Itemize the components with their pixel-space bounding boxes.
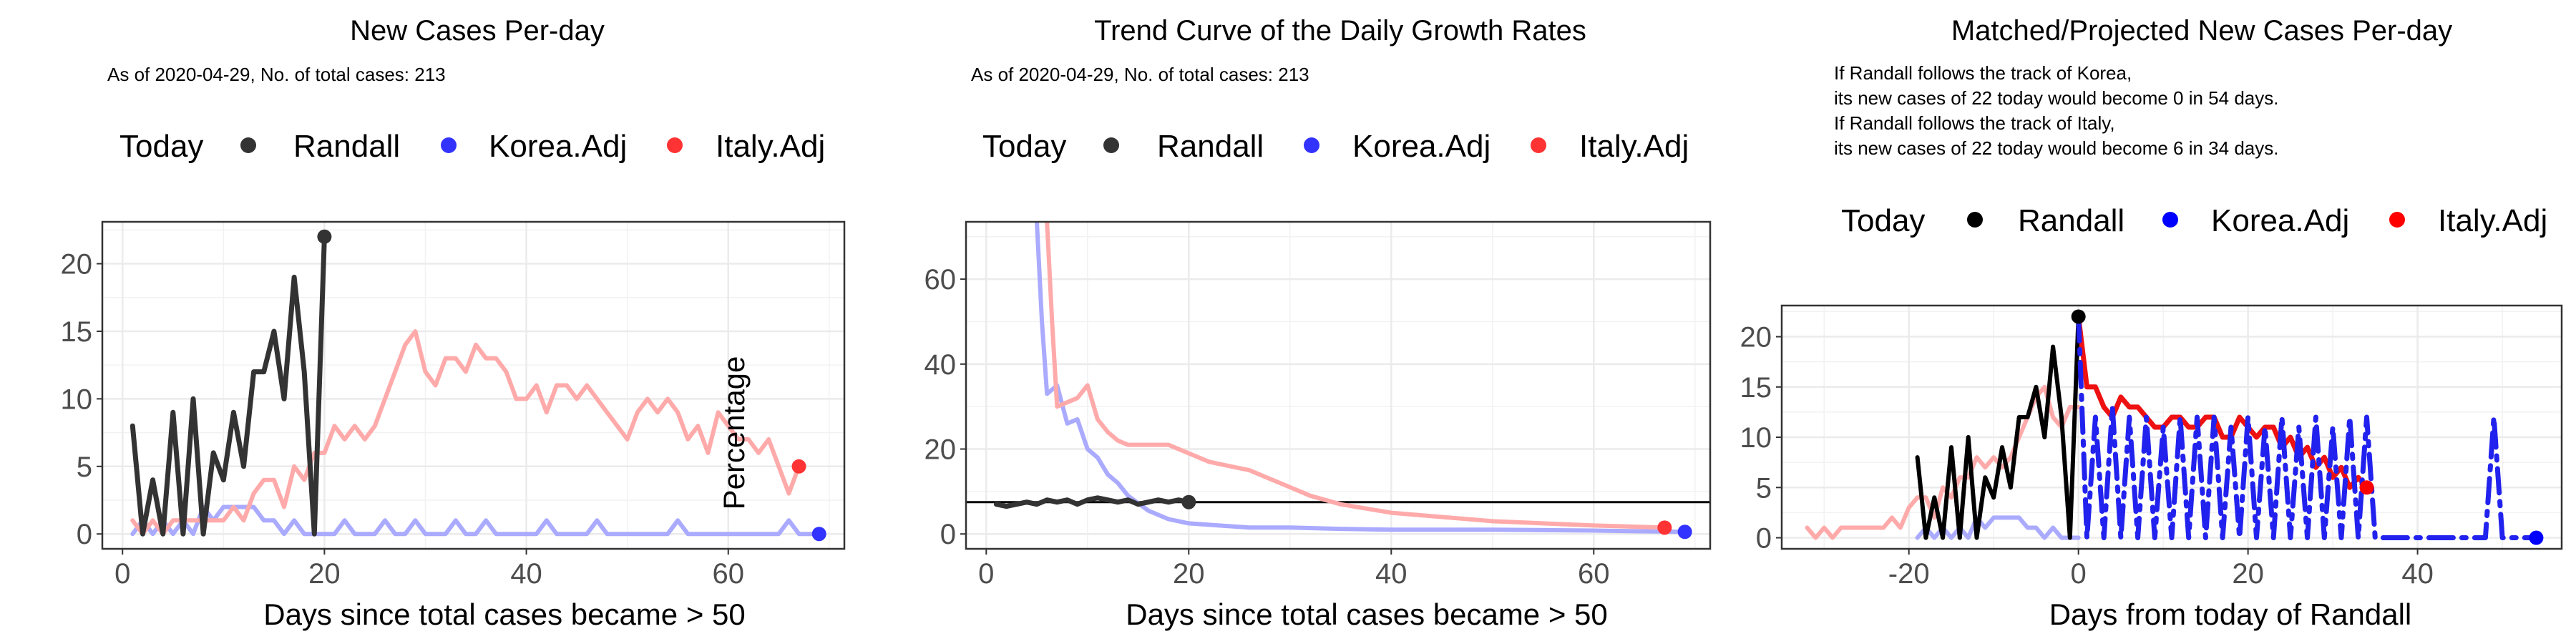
legend-randall-label: Randall (293, 129, 400, 164)
legend-title: Today (119, 129, 203, 164)
x-tick-label: 40 (2401, 558, 2434, 590)
y-tick-label: 0 (77, 519, 92, 550)
x-tick-label: 20 (1173, 558, 1205, 590)
y-tick-label: 60 (924, 264, 957, 296)
panel-3-subtitle-line-3: If Randall follows the track of Italy, (1834, 112, 2115, 134)
x-tick-label: 60 (1578, 558, 1610, 590)
legend-randall-dot (240, 137, 256, 153)
x-tick-label: 0 (978, 558, 994, 590)
series-randall-line (993, 495, 1191, 509)
y-tick-label: 10 (61, 384, 93, 415)
legend-title: Today (982, 129, 1066, 164)
y-tick-label: 0 (1756, 523, 1772, 555)
legend-italy-label: Italy.Adj (2438, 203, 2547, 238)
y-tick-label: 40 (924, 349, 957, 381)
panel-2-plot: 0 20 40 60 0 20 40 60 (924, 220, 1712, 590)
y-tick-label: 15 (1740, 372, 1772, 404)
today-point-italy-adj (791, 459, 806, 474)
panel-1-xlabel: Days since total cases became > 50 (263, 597, 746, 631)
legend-italy-dot (667, 137, 683, 153)
today-point-korea-adj (2529, 530, 2544, 545)
legend-italy-label: Italy.Adj (1579, 129, 1689, 164)
panel-2-legend: Today Randall Korea.Adj Italy.Adj (982, 129, 1689, 164)
y-tick-label: 20 (924, 434, 957, 466)
panel-3-subtitle-line-2: its new cases of 22 today would become 0… (1834, 87, 2278, 109)
panel-3-title: Matched/Projected New Cases Per-day (1951, 15, 2452, 47)
legend-italy-label: Italy.Adj (716, 129, 825, 164)
panel-2: Trend Curve of the Daily Growth Rates As… (717, 15, 1712, 631)
series-randall-line (1915, 314, 2081, 540)
panel-3-plot: -20 0 20 40 0 5 10 15 20 (1740, 304, 2563, 590)
panel-1-plot: 0 20 40 60 0 5 10 15 20 (61, 220, 846, 590)
panel-1: New Cases Per-day As of 2020-04-29, No. … (61, 15, 846, 631)
x-tick-label: 40 (1375, 558, 1407, 590)
panel-2-ylabel: Percentage (717, 356, 751, 510)
panel-3: Matched/Projected New Cases Per-day If R… (1740, 15, 2563, 631)
legend-italy-dot (2389, 212, 2405, 228)
x-tick-label: 0 (2071, 558, 2087, 590)
y-tick-label: 20 (61, 249, 93, 280)
x-tick-label: 20 (308, 558, 341, 590)
legend-korea-label: Korea.Adj (1352, 129, 1491, 164)
today-point-italy-adj (1657, 520, 1672, 535)
today-point-randall (1181, 494, 1196, 509)
panel-2-title: Trend Curve of the Daily Growth Rates (1094, 15, 1586, 47)
x-tick-label: 40 (510, 558, 542, 590)
today-point-korea-adj (811, 527, 826, 542)
series-lines (1805, 314, 2539, 540)
series-italy-adj-line (130, 329, 801, 537)
panel-2-xlabel: Days since total cases became > 50 (1126, 597, 1608, 631)
series-randall-line (130, 234, 327, 537)
panel-2-subtitle: As of 2020-04-29, No. of total cases: 21… (971, 64, 1309, 85)
x-tick-label: 0 (114, 558, 130, 590)
series-lines (130, 234, 821, 537)
series-korea-projected-line (2076, 314, 2539, 540)
legend-randall-dot (1967, 212, 1983, 228)
panel-1-title: New Cases Per-day (350, 15, 605, 47)
panel-border (1780, 304, 2563, 550)
panel-3-xlabel: Days from today of Randall (2049, 597, 2412, 631)
series-italy-adj-line (1045, 222, 1667, 530)
panel-1-legend: Today Randall Korea.Adj Italy.Adj (119, 129, 825, 164)
y-tick-label: 5 (1756, 472, 1772, 504)
today-point-randall (2071, 309, 2086, 324)
legend-korea-label: Korea.Adj (489, 129, 627, 164)
y-tick-label: 10 (1740, 422, 1772, 454)
today-point-italy-adj (2359, 480, 2374, 495)
panel-3-legend: Today Randall Korea.Adj Italy.Adj (1841, 203, 2547, 238)
x-tick-label: 60 (712, 558, 744, 590)
legend-randall-dot (1103, 137, 1119, 153)
panel-3-subtitle-line-4: its new cases of 22 today would become 6… (1834, 137, 2278, 159)
y-tick-label: 15 (61, 316, 93, 348)
panel-1-subtitle: As of 2020-04-29, No. of total cases: 21… (107, 64, 446, 85)
panel-border (101, 220, 846, 550)
panel-3-subtitle-line-1: If Randall follows the track of Korea, (1834, 62, 2132, 84)
legend-korea-dot (441, 137, 457, 153)
y-tick-label: 20 (1740, 322, 1772, 353)
y-tick-label: 5 (77, 452, 92, 483)
legend-randall-label: Randall (1157, 129, 1264, 164)
x-tick-label: -20 (1888, 558, 1930, 590)
legend-korea-dot (2162, 212, 2178, 228)
series-lines (993, 222, 1687, 535)
legend-italy-dot (1531, 137, 1546, 153)
legend-korea-dot (1304, 137, 1319, 153)
today-point-randall (317, 229, 332, 244)
legend-randall-label: Randall (2018, 203, 2124, 238)
series-korea-adj-line (1035, 222, 1687, 535)
y-tick-label: 0 (940, 519, 956, 550)
legend-title: Today (1841, 203, 1925, 238)
panel-border (965, 220, 1712, 550)
today-point-korea-adj (1677, 525, 1692, 540)
legend-korea-label: Korea.Adj (2211, 203, 2349, 238)
x-tick-label: 20 (2232, 558, 2264, 590)
